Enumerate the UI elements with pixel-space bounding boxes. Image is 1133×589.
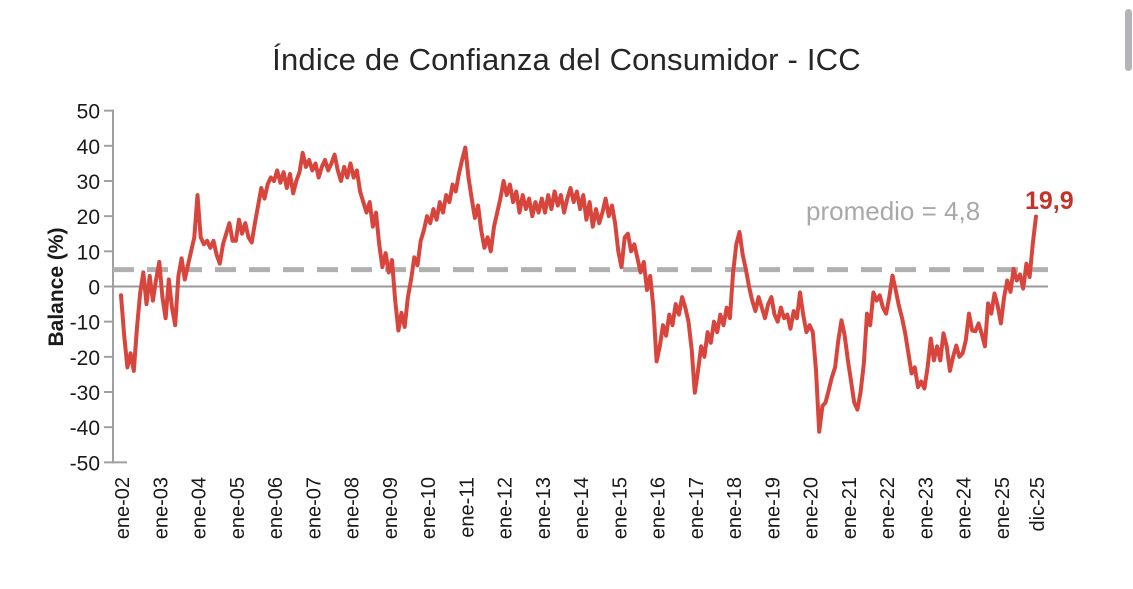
y-axis-tick-label: 50 bbox=[77, 101, 100, 124]
x-axis-tick-label: ene-15 bbox=[609, 477, 631, 539]
x-axis-tick-label: ene-10 bbox=[418, 477, 440, 539]
chart-title: Índice de Confianza del Consumidor - ICC bbox=[272, 42, 861, 77]
icc-series-line bbox=[119, 145, 1038, 434]
x-axis-tick-label: ene-05 bbox=[227, 477, 249, 539]
average-annotation: promedio = 4,8 bbox=[806, 196, 981, 226]
x-axis-tick-label: ene-22 bbox=[877, 477, 899, 539]
y-axis-tick-label: 10 bbox=[77, 241, 100, 264]
last-value-annotation: 19,9 bbox=[1025, 187, 1074, 215]
y-axis-tick-label: 20 bbox=[77, 206, 100, 229]
x-axis-tick-label: ene-07 bbox=[303, 477, 325, 539]
x-axis-tick-label: ene-23 bbox=[915, 477, 937, 539]
x-axis-tick-label: dic-25 bbox=[1027, 477, 1049, 531]
x-axis-tick-label: ene-16 bbox=[648, 477, 670, 539]
x-axis-tick-label: ene-25 bbox=[992, 477, 1014, 539]
x-axis-tick-label: ene-24 bbox=[954, 477, 976, 539]
x-axis-tick-label: ene-08 bbox=[342, 477, 364, 539]
y-axis-tick-label: -30 bbox=[70, 382, 100, 405]
x-axis-tick-label: ene-02 bbox=[112, 477, 134, 539]
x-axis-tick-label: ene-06 bbox=[265, 477, 287, 539]
x-axis-tick-label: ene-04 bbox=[189, 477, 211, 539]
x-axis-tick-label: ene-19 bbox=[762, 477, 784, 539]
y-axis-tick-label: -10 bbox=[70, 312, 100, 335]
x-axis-tick-label: ene-14 bbox=[571, 477, 593, 539]
x-axis-tick-label: ene-11 bbox=[456, 477, 478, 538]
y-axis-tick-label: -50 bbox=[70, 452, 100, 475]
x-axis-tick-label: ene-21 bbox=[839, 477, 861, 539]
y-axis-tick-label: 0 bbox=[88, 277, 100, 300]
x-axis-tick-label: ene-12 bbox=[495, 477, 517, 539]
x-axis-tick-label: ene-17 bbox=[686, 477, 708, 539]
x-axis-tick-label: ene-18 bbox=[724, 477, 746, 539]
y-axis-tick-label: -40 bbox=[70, 417, 100, 440]
y-axis-tick-label: 30 bbox=[77, 171, 100, 194]
x-axis-tick-label: ene-13 bbox=[533, 477, 555, 539]
y-axis-tick-label: 40 bbox=[77, 136, 100, 159]
y-axis-tick-label: -20 bbox=[70, 347, 100, 370]
x-axis-tick-label: ene-09 bbox=[380, 477, 402, 539]
x-axis-tick-label: ene-03 bbox=[150, 477, 172, 539]
scrollbar-thumb[interactable] bbox=[1125, 9, 1132, 71]
x-axis-tick-label: ene-20 bbox=[801, 477, 823, 539]
